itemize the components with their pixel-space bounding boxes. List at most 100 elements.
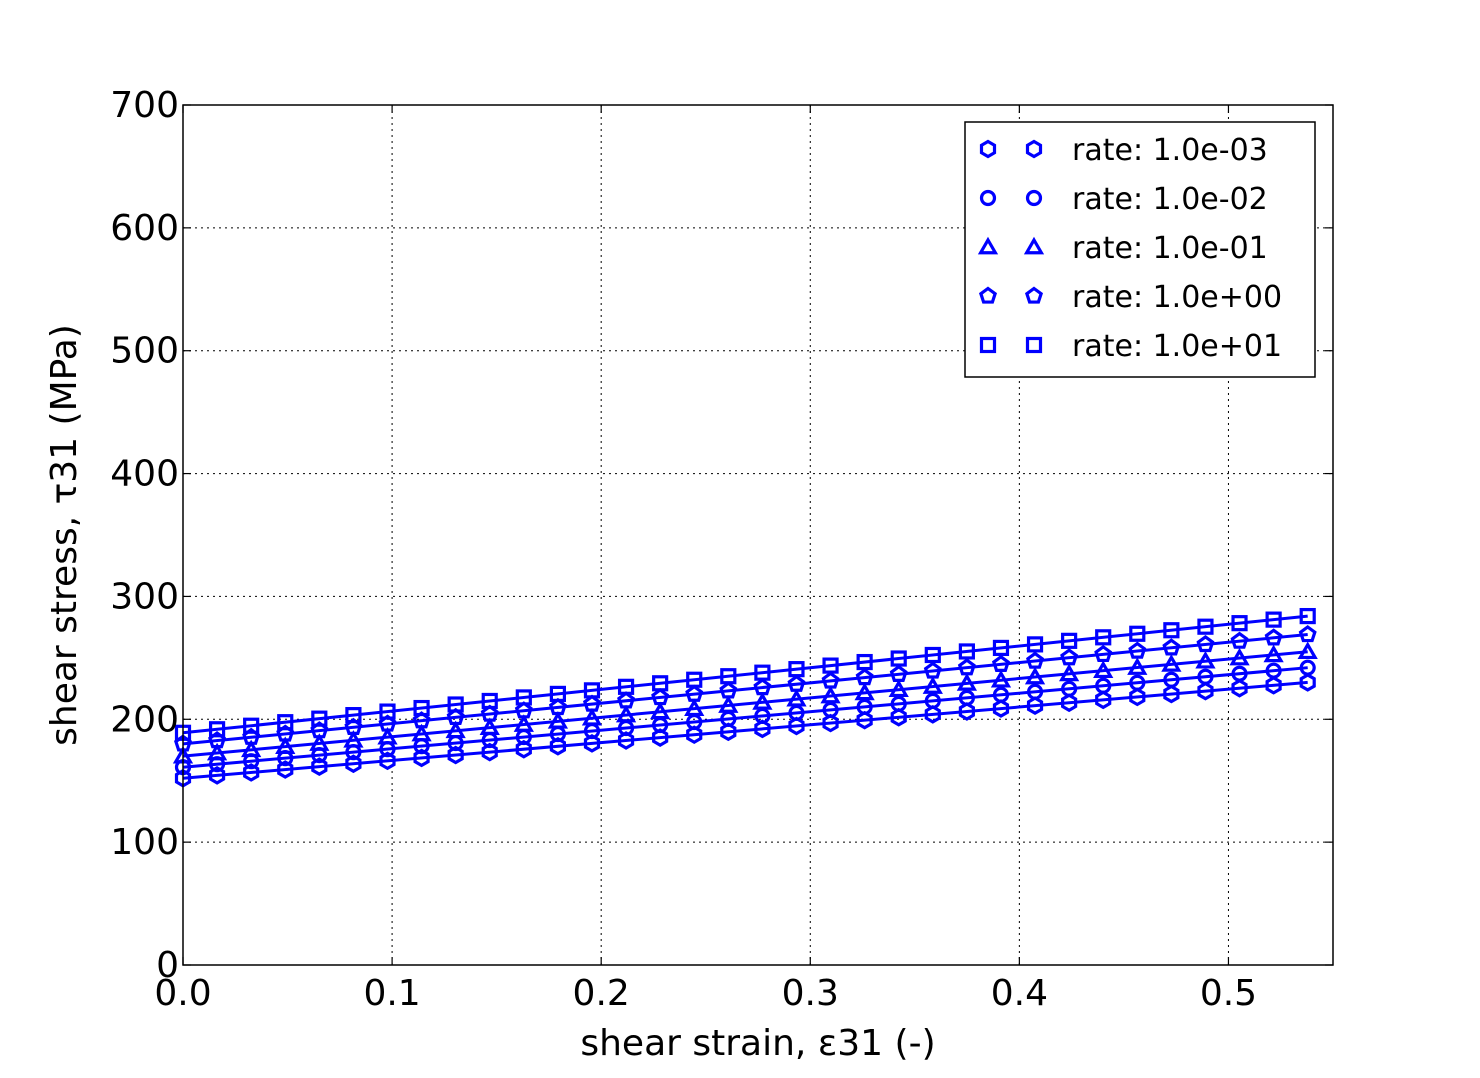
data-point-pentagon xyxy=(651,687,670,706)
data-point-triangle xyxy=(718,695,739,713)
series-line xyxy=(182,614,1308,735)
x-axis-label: shear strain, ε31 (-) xyxy=(580,1023,935,1064)
data-point-square xyxy=(1265,611,1282,628)
data-point-square xyxy=(1231,615,1248,632)
data-point-circle xyxy=(1299,659,1316,676)
x-tick-label: 0.3 xyxy=(782,973,839,1014)
legend-marker xyxy=(1025,189,1043,207)
data-point-hexagon xyxy=(652,728,669,747)
data-point-square xyxy=(277,714,294,731)
data-point-pentagon xyxy=(378,714,397,732)
data-point-hexagon xyxy=(1026,696,1044,716)
data-layer xyxy=(172,607,1318,788)
data-point-square xyxy=(413,699,430,717)
data-point-triangle xyxy=(786,688,807,707)
series-line xyxy=(182,666,1308,769)
data-point-pentagon xyxy=(1060,648,1079,666)
data-point-square xyxy=(345,707,362,724)
data-point-triangle xyxy=(275,736,296,755)
data-point-circle xyxy=(822,701,839,719)
data-point-triangle xyxy=(956,673,978,691)
data-point-square xyxy=(686,671,703,688)
legend-marker xyxy=(979,189,997,207)
legend-box xyxy=(964,121,1316,378)
data-point-circle xyxy=(1265,662,1282,679)
legend: rate: 1.0e-03 rate: 1.0e-02 rate: 1.0e-01 r… xyxy=(964,121,1316,378)
data-point-circle xyxy=(1163,671,1180,688)
legend-marker xyxy=(979,336,997,354)
data-point-square xyxy=(549,685,567,702)
data-point-circle xyxy=(1197,668,1214,685)
data-point-triangle xyxy=(1127,657,1148,675)
y-tick-label: 300 xyxy=(110,576,179,617)
data-point-hexagon xyxy=(243,763,260,782)
data-point-circle xyxy=(924,692,941,709)
data-point-hexagon xyxy=(311,757,328,776)
legend-marker xyxy=(978,286,998,304)
data-point-pentagon xyxy=(685,684,704,702)
data-point-pentagon xyxy=(208,731,227,749)
data-point-square xyxy=(515,689,532,706)
legend-marker xyxy=(1025,336,1043,354)
data-point-pentagon xyxy=(446,707,465,726)
data-point-hexagon xyxy=(549,736,567,756)
data-point-triangle xyxy=(888,679,909,698)
data-point-circle xyxy=(1061,680,1078,697)
data-point-pentagon xyxy=(412,711,431,729)
data-point-square xyxy=(890,650,907,667)
legend-label: rate: 1.0e-01 xyxy=(1072,231,1268,266)
tick-marks xyxy=(182,104,1333,966)
data-point-triangle xyxy=(1161,654,1182,672)
data-point-hexagon xyxy=(1163,684,1180,704)
data-point-hexagon xyxy=(345,754,362,774)
series-line xyxy=(182,633,1308,746)
data-point-triangle xyxy=(547,711,569,729)
data-point-triangle xyxy=(377,726,398,745)
data-point-circle xyxy=(958,689,975,706)
data-point-square xyxy=(992,639,1010,657)
data-point-square xyxy=(822,657,839,674)
data-point-pentagon xyxy=(1264,628,1283,646)
data-point-triangle xyxy=(1297,641,1318,660)
data-point-triangle xyxy=(513,714,534,732)
data-point-square xyxy=(1026,636,1044,653)
y-tick-label: 500 xyxy=(110,331,179,372)
data-point-pentagon xyxy=(480,704,499,722)
data-point-triangle xyxy=(581,707,603,726)
data-point-pentagon xyxy=(1026,651,1045,669)
data-point-pentagon xyxy=(821,671,840,689)
data-point-square xyxy=(208,721,226,738)
data-point-hexagon xyxy=(720,722,737,742)
data-point-hexagon xyxy=(447,745,464,765)
data-point-triangle xyxy=(445,720,466,739)
data-point-triangle xyxy=(650,701,671,720)
data-point-triangle xyxy=(1195,651,1216,669)
data-point-square xyxy=(481,692,498,710)
data-point-hexagon xyxy=(1061,693,1078,713)
data-point-circle xyxy=(890,695,907,712)
data-point-hexagon xyxy=(1129,687,1146,707)
data-point-triangle xyxy=(1229,647,1250,666)
data-point-pentagon xyxy=(1230,631,1249,649)
x-tick-label: 0.4 xyxy=(991,973,1048,1014)
data-point-hexagon xyxy=(686,725,703,745)
data-point-square xyxy=(856,653,873,671)
data-point-hexagon xyxy=(992,699,1010,718)
data-point-hexagon xyxy=(1095,690,1112,710)
data-point-circle xyxy=(1026,683,1044,700)
data-point-square xyxy=(447,696,464,713)
data-point-hexagon xyxy=(1265,675,1282,695)
data-point-circle xyxy=(992,686,1010,703)
data-point-square xyxy=(652,675,669,692)
data-point-triangle xyxy=(1058,663,1080,682)
data-point-hexagon xyxy=(481,742,498,762)
data-point-square xyxy=(1129,625,1146,642)
legend-label: rate: 1.0e-03 xyxy=(1072,133,1268,168)
data-point-pentagon xyxy=(957,658,976,676)
series-line xyxy=(182,650,1308,758)
data-point-pentagon xyxy=(242,727,261,745)
data-point-hexagon xyxy=(890,707,907,727)
data-point-pentagon xyxy=(344,717,363,735)
data-point-pentagon xyxy=(1094,644,1113,663)
